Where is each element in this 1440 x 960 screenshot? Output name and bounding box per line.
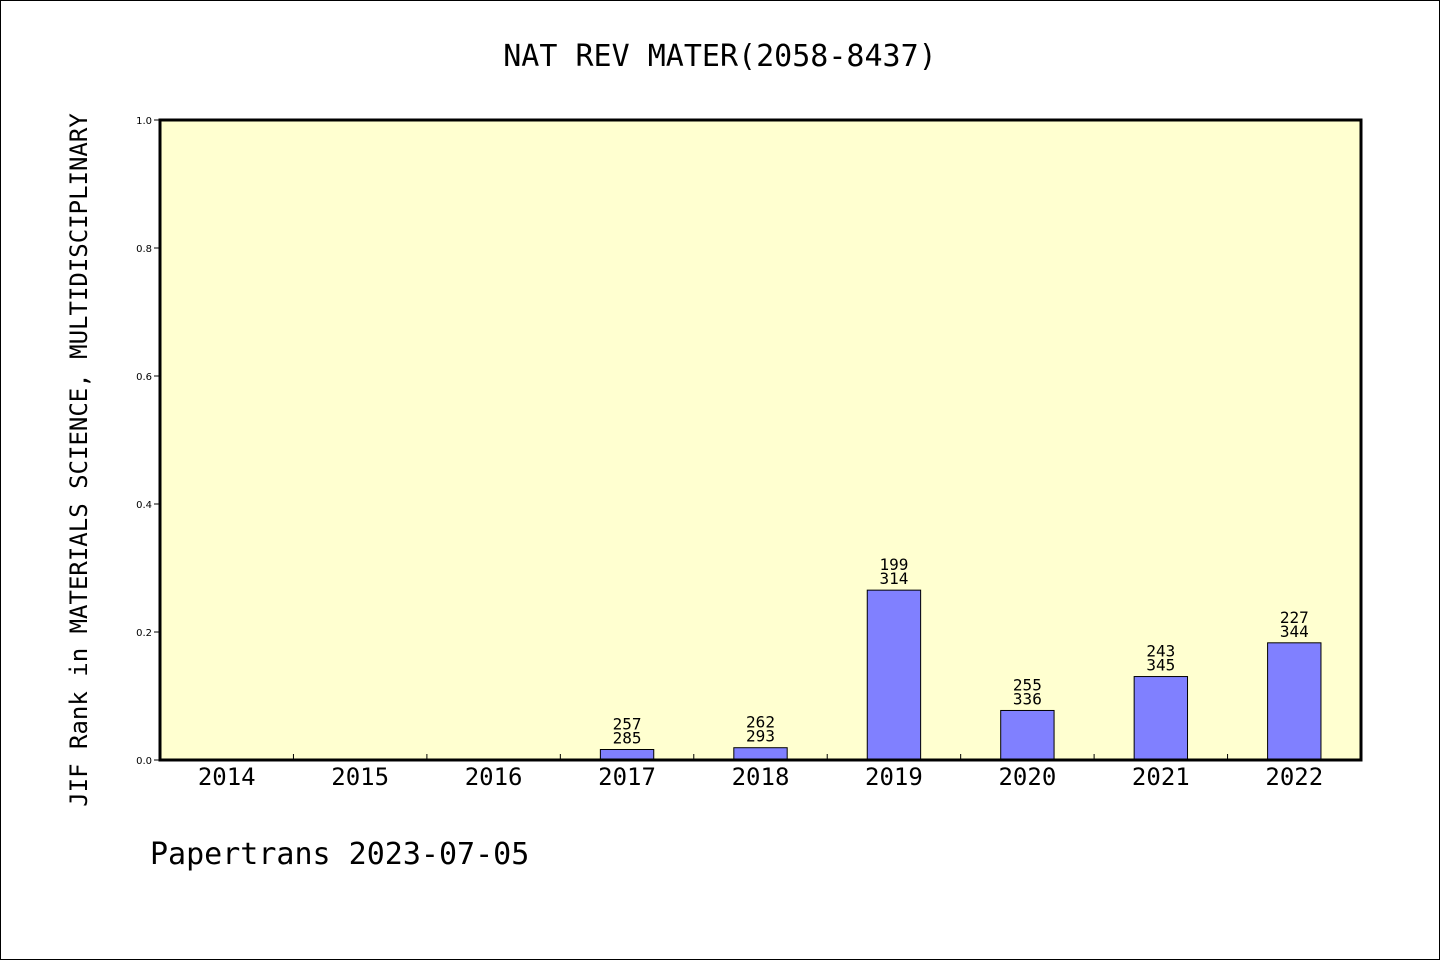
- y-tick-label: 0.0: [136, 756, 152, 767]
- bar: [599, 749, 655, 761]
- x-tick-label: 2014: [198, 763, 256, 791]
- x-tick-label: 2016: [465, 763, 523, 791]
- bar-total-label: 314: [879, 569, 908, 588]
- y-axis-label: JIF Rank in MATERIALS SCIENCE, MULTIDISC…: [65, 113, 93, 807]
- x-tick-label: 2015: [331, 763, 389, 791]
- bar-rank-label: 255: [1013, 675, 1042, 694]
- bar-total-label: 345: [1146, 656, 1175, 675]
- y-tick-label: 1.0: [136, 116, 152, 127]
- x-tick-label: 2018: [732, 763, 790, 791]
- x-tick-label: 2021: [1132, 763, 1190, 791]
- footer-text: Papertrans 2023-07-05: [150, 837, 529, 872]
- x-ticks: 2014 2015 2016 2017 2018 2019 2020 2021 2022: [198, 754, 1323, 791]
- bar-total-label: 293: [746, 727, 775, 746]
- bar-rank-label: 262: [746, 713, 775, 732]
- bar: [733, 747, 788, 761]
- x-tick-label: 2020: [998, 763, 1056, 791]
- plot-area: [160, 120, 1361, 760]
- bar: [866, 589, 922, 761]
- x-tick-label: 2017: [598, 763, 656, 791]
- y-tick-label: 0.6: [136, 372, 152, 383]
- bar-total-label: 344: [1280, 622, 1309, 641]
- bar: [1133, 676, 1189, 761]
- y-tick-label: 0.4: [136, 500, 152, 511]
- chart-title: NAT REV MATER(2058-8437): [503, 39, 936, 74]
- y-tick-label: 0.8: [136, 244, 152, 255]
- x-tick-label: 2019: [865, 763, 923, 791]
- plot-border: [158, 118, 1363, 762]
- bar: [1000, 709, 1055, 761]
- x-tick-label: 2022: [1265, 763, 1323, 791]
- y-ticks: 0.0 0.2 0.4 0.6 0.8 1.0: [136, 116, 160, 767]
- y-tick-label: 0.2: [136, 628, 152, 639]
- bar-rank-label: 257: [613, 715, 642, 734]
- bar-rank-label: 243: [1146, 642, 1175, 661]
- bar-rank-label: 199: [879, 555, 908, 574]
- bar-total-label: 285: [613, 729, 642, 748]
- bar-rank-label: 227: [1280, 608, 1309, 627]
- bar-total-label: 336: [1013, 689, 1042, 708]
- bar: [1267, 642, 1322, 761]
